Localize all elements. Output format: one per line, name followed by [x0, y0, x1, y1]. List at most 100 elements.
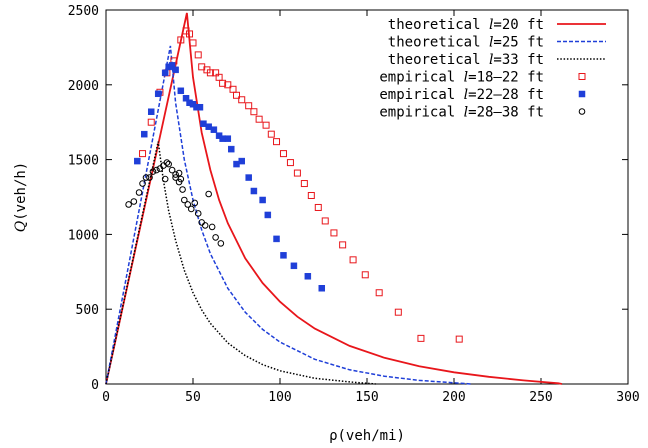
data-point — [181, 196, 188, 204]
data-point — [217, 240, 225, 247]
data-point — [163, 159, 171, 166]
data-point — [233, 91, 240, 99]
series-5 — [125, 159, 225, 247]
legend-swatch — [578, 108, 586, 115]
x-tick-label: 100 — [268, 390, 291, 405]
data-point — [194, 210, 202, 217]
y-axis-label: Q(veh/h) — [13, 162, 29, 233]
legend-label-name: empirical — [379, 105, 463, 121]
data-point — [177, 175, 185, 183]
data-point — [146, 174, 153, 181]
legend-label-name: theoretical — [388, 52, 489, 68]
data-point — [219, 79, 227, 87]
data-point — [273, 138, 281, 146]
series-4 — [134, 62, 326, 292]
y-tick-label: 2000 — [68, 79, 99, 94]
series-layer — [105, 12, 563, 385]
data-point — [139, 150, 147, 158]
legend-label: empirical l=28–38 ft — [379, 105, 544, 121]
data-point — [130, 198, 138, 205]
series-line — [105, 141, 376, 385]
y-axis-label-symbol: Q — [13, 220, 29, 232]
x-tick-label: 300 — [616, 390, 639, 405]
legend-label-symbol: l — [489, 35, 493, 51]
legend-label-symbol: l — [489, 52, 493, 68]
data-point — [349, 256, 357, 264]
data-point — [375, 289, 383, 297]
data-point — [184, 201, 192, 208]
y-tick-label: 2500 — [68, 4, 99, 19]
data-point — [168, 166, 176, 174]
data-point — [255, 115, 263, 123]
data-point — [304, 273, 312, 280]
data-point — [286, 159, 294, 167]
legend-label-symbol: l — [489, 17, 493, 33]
data-point — [194, 51, 202, 59]
data-point — [161, 69, 169, 77]
y-tick-label: 1500 — [68, 154, 99, 169]
data-point — [339, 241, 347, 249]
x-tick-label: 200 — [442, 390, 465, 405]
data-point — [290, 262, 298, 270]
legend-swatch — [578, 73, 586, 80]
data-point — [205, 190, 212, 198]
legend-label-name: theoretical — [388, 17, 489, 33]
data-point — [177, 87, 185, 95]
data-point — [259, 196, 266, 204]
data-point — [191, 199, 199, 207]
data-point — [208, 223, 216, 231]
legend-label-param: =22–28 ft — [468, 87, 544, 103]
data-point — [321, 217, 329, 225]
data-point — [417, 334, 425, 342]
data-point — [135, 189, 143, 196]
data-point — [250, 187, 258, 195]
data-point — [139, 180, 146, 187]
data-point — [262, 121, 270, 129]
legend-label: empirical l=18–22 ft — [379, 70, 544, 86]
legend-label-symbol: l — [464, 105, 468, 121]
series-3 — [139, 27, 463, 343]
x-tick-label: 150 — [355, 390, 378, 405]
legend-label: theoretical l=25 ft — [388, 35, 544, 51]
legend-label: theoretical l=20 ft — [388, 17, 544, 33]
data-point — [189, 39, 197, 47]
data-point — [279, 150, 287, 158]
data-point — [141, 130, 148, 138]
y-axis-label-unit: (veh/h) — [13, 162, 29, 221]
data-point — [224, 81, 232, 89]
data-point — [238, 157, 245, 165]
data-point — [314, 203, 322, 211]
data-point — [134, 157, 141, 165]
data-point — [245, 174, 252, 181]
x-tick-label: 250 — [529, 390, 552, 405]
data-point — [147, 108, 155, 115]
data-point — [125, 201, 132, 208]
data-point — [153, 166, 160, 174]
data-point — [149, 168, 157, 175]
series-2 — [105, 141, 376, 385]
data-point — [165, 160, 172, 168]
data-point — [307, 192, 315, 200]
legend-label-symbol: l — [464, 87, 468, 103]
x-tick-label: 50 — [185, 390, 201, 405]
legend-label: empirical l=22–28 ft — [379, 87, 544, 103]
data-point — [300, 180, 308, 188]
series-line — [105, 12, 563, 385]
data-point — [228, 145, 235, 153]
legend-label-param: =28–38 ft — [468, 105, 544, 121]
data-point — [172, 171, 179, 178]
data-point — [206, 69, 214, 77]
data-point — [245, 102, 253, 110]
legend-label-param: =33 ft — [493, 52, 544, 68]
data-point — [187, 205, 195, 213]
legend-label-param: =25 ft — [493, 35, 544, 51]
legend-label-param: =20 ft — [493, 17, 544, 33]
legend-label-param: =18–22 ft — [468, 70, 544, 86]
data-point — [273, 235, 280, 243]
data-point — [210, 126, 218, 133]
data-point — [267, 130, 275, 138]
data-point — [201, 222, 209, 229]
data-point — [182, 95, 190, 102]
